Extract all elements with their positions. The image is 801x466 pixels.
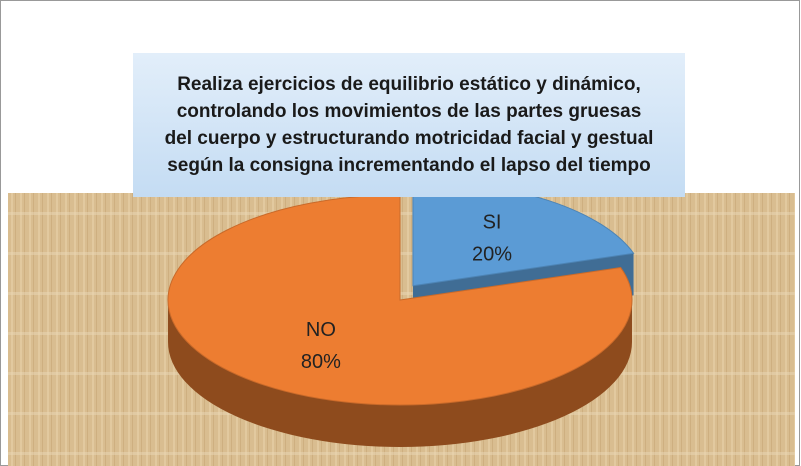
- slice-category: SI: [483, 211, 502, 233]
- slice-label: 80%: [301, 351, 341, 373]
- chart-title: Realiza ejercicios de equilibrio estátic…: [133, 53, 685, 197]
- slice-label: 20%: [472, 243, 512, 265]
- pie-tops: SI 20% NO 80%: [167, 180, 635, 406]
- slice-category: NO: [306, 319, 336, 341]
- slice-side: [168, 300, 632, 447]
- slice: [167, 194, 633, 406]
- pie: SI 20% NO 80%: [167, 180, 635, 447]
